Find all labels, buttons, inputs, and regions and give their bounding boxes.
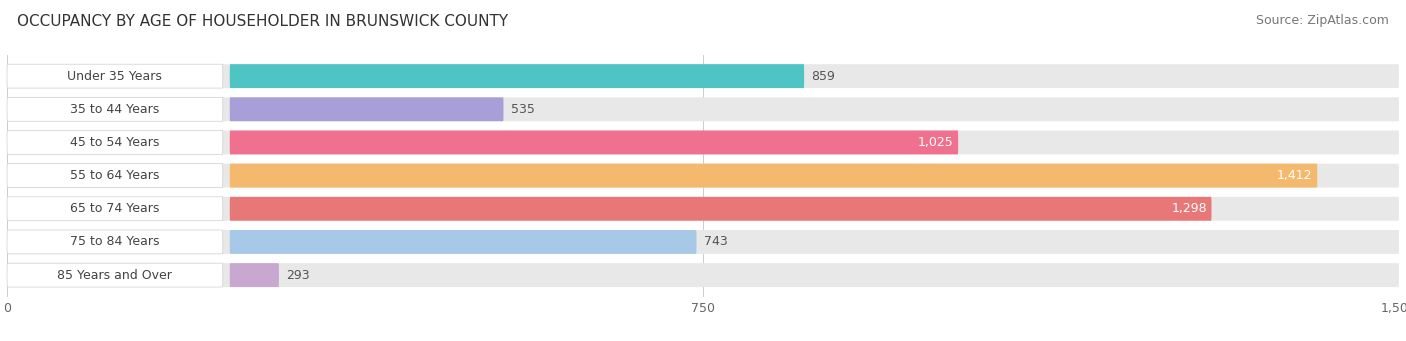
Text: 293: 293: [287, 269, 309, 282]
FancyBboxPatch shape: [229, 131, 959, 154]
FancyBboxPatch shape: [7, 131, 1399, 154]
Text: 45 to 54 Years: 45 to 54 Years: [70, 136, 160, 149]
FancyBboxPatch shape: [229, 197, 1212, 221]
Text: 65 to 74 Years: 65 to 74 Years: [70, 202, 160, 215]
Text: 55 to 64 Years: 55 to 64 Years: [70, 169, 160, 182]
Text: 75 to 84 Years: 75 to 84 Years: [70, 235, 160, 249]
Text: 1,025: 1,025: [918, 136, 953, 149]
Text: 1,412: 1,412: [1277, 169, 1313, 182]
Text: OCCUPANCY BY AGE OF HOUSEHOLDER IN BRUNSWICK COUNTY: OCCUPANCY BY AGE OF HOUSEHOLDER IN BRUNS…: [17, 14, 508, 29]
FancyBboxPatch shape: [7, 97, 1399, 121]
Text: 1,298: 1,298: [1171, 202, 1206, 215]
FancyBboxPatch shape: [229, 97, 503, 121]
Text: 35 to 44 Years: 35 to 44 Years: [70, 103, 159, 116]
Text: 859: 859: [811, 70, 835, 83]
Text: 743: 743: [704, 235, 728, 249]
FancyBboxPatch shape: [7, 197, 1399, 221]
FancyBboxPatch shape: [7, 97, 222, 121]
FancyBboxPatch shape: [7, 164, 222, 188]
Text: 85 Years and Over: 85 Years and Over: [58, 269, 173, 282]
Text: Under 35 Years: Under 35 Years: [67, 70, 162, 83]
FancyBboxPatch shape: [7, 230, 222, 254]
FancyBboxPatch shape: [229, 64, 804, 88]
FancyBboxPatch shape: [7, 197, 222, 221]
FancyBboxPatch shape: [7, 230, 1399, 254]
Text: 535: 535: [510, 103, 534, 116]
FancyBboxPatch shape: [7, 64, 1399, 88]
FancyBboxPatch shape: [229, 164, 1317, 188]
FancyBboxPatch shape: [229, 263, 278, 287]
Text: Source: ZipAtlas.com: Source: ZipAtlas.com: [1256, 14, 1389, 27]
FancyBboxPatch shape: [7, 263, 1399, 287]
FancyBboxPatch shape: [7, 131, 222, 154]
FancyBboxPatch shape: [7, 164, 1399, 188]
FancyBboxPatch shape: [7, 64, 222, 88]
FancyBboxPatch shape: [229, 230, 696, 254]
FancyBboxPatch shape: [7, 263, 222, 287]
